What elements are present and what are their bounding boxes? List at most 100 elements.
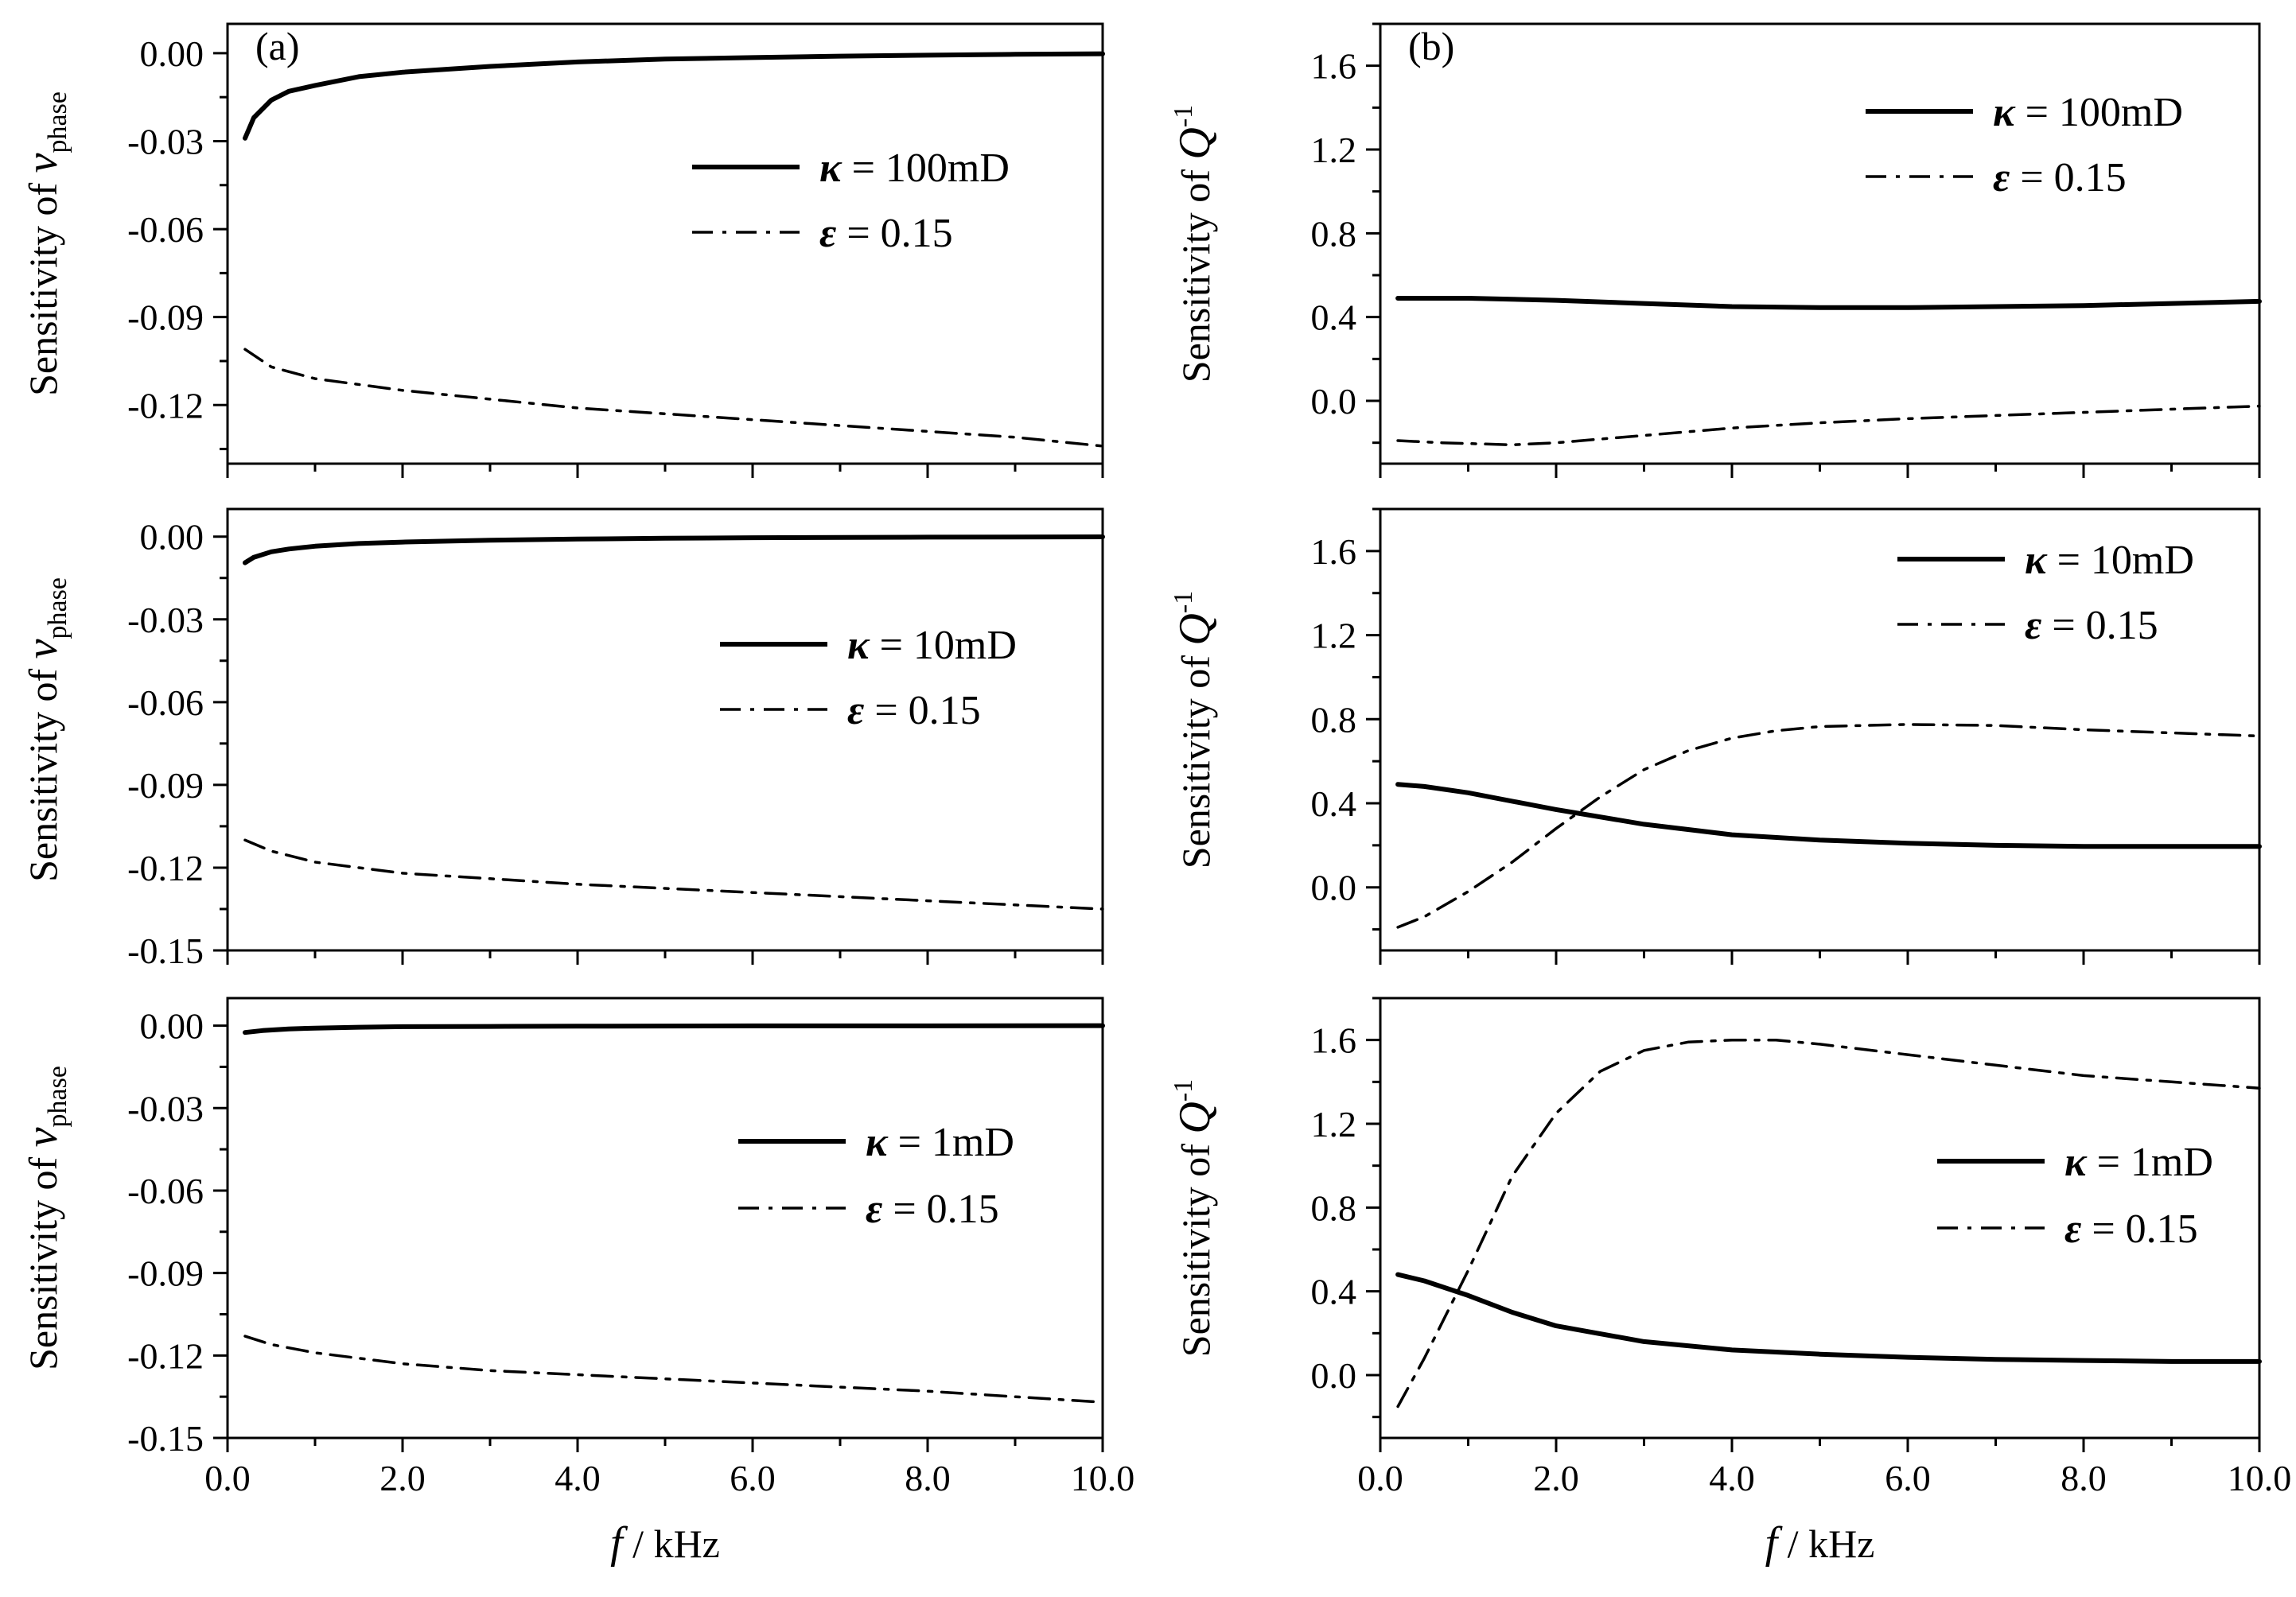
x-tick-label: 6.0	[730, 1458, 776, 1498]
legend-symbol: ε	[866, 1187, 882, 1232]
panel-a-bottom: -0.15 -0.12 -0.09 -0.06 -0.03 0.00 0.0 2.0 4.0 6.…	[18, 997, 1135, 1568]
x-tick-label: 0.0	[204, 1458, 251, 1498]
series-epsilon-line	[1396, 1038, 2261, 1409]
legend-label: ε = 0.15	[2025, 603, 2158, 648]
legend-label: ε = 0.15	[819, 211, 953, 256]
y-axis-title-sup: -1	[1169, 105, 1198, 127]
legend-label: κ = 10mD	[2025, 538, 2194, 583]
x-tick-label: 0.0	[1357, 1458, 1403, 1498]
y-axis-title-var: v	[18, 639, 67, 659]
series-epsilon-line	[243, 838, 1104, 911]
y-axis-title-sub: phase	[43, 1066, 72, 1127]
legend-value: = 1mD	[2087, 1140, 2213, 1185]
y-axis-title-text: Sensitivity of	[1173, 1134, 1218, 1358]
y-axis-title-text: Sensitivity of	[1173, 160, 1218, 383]
y-axis-title-var: Q	[1170, 613, 1220, 645]
y-tick-label: -0.03	[127, 600, 204, 640]
series-kappa-line	[243, 1023, 1105, 1036]
y-tick-label: -0.15	[127, 1418, 204, 1459]
y-axis-title-text: Sensitivity of	[21, 1147, 65, 1370]
y-axis-title: Sensitivity of Q-1	[1169, 1079, 1220, 1357]
x-tick-label: 2.0	[379, 1458, 426, 1498]
plot-frame	[226, 22, 1104, 465]
x-tick-label: 10.0	[1071, 1458, 1135, 1498]
legend-label: ε = 0.15	[847, 688, 981, 733]
y-tick-label: -0.12	[127, 385, 204, 425]
y-axis-title-text: Sensitivity of	[1173, 646, 1218, 869]
y-tick-label: -0.06	[127, 682, 204, 723]
y-axis-title-sub: phase	[43, 91, 72, 153]
panel-label: (a)	[255, 24, 300, 68]
x-tick-label: 4.0	[1709, 1458, 1755, 1498]
series-epsilon-line	[1396, 404, 2261, 447]
legend-label: κ = 10mD	[847, 623, 1017, 668]
y-tick-label: 0.00	[140, 1006, 204, 1047]
x-axis-title: f / kHz	[610, 1518, 720, 1568]
legend-symbol: κ	[819, 146, 843, 191]
legend: κ = 100mD ε = 0.15	[692, 146, 1010, 256]
legend-value: = 1mD	[888, 1120, 1014, 1165]
legend-value: = 0.15	[2081, 1206, 2197, 1252]
x-tick-label: 8.0	[2061, 1458, 2107, 1498]
x-axis-title: f / kHz	[1765, 1518, 1875, 1568]
y-tick-label: 1.2	[1311, 130, 1357, 170]
y-axis-title-text: Sensitivity of	[21, 173, 65, 396]
y-tick-label: 0.00	[140, 517, 204, 558]
y-tick-label: 1.2	[1311, 616, 1357, 656]
y-axis-title-sub: phase	[43, 577, 72, 639]
legend-symbol: ε	[1993, 155, 2010, 200]
y-tick-label: 0.8	[1311, 1187, 1357, 1228]
legend-symbol: ε	[847, 688, 864, 733]
y-tick-label: -0.09	[127, 297, 204, 338]
y-axis-title: Sensitivity of vphase	[18, 91, 72, 396]
series-kappa-line	[243, 534, 1105, 565]
y-tick-label: -0.06	[127, 209, 204, 250]
legend-value: = 0.15	[2041, 603, 2158, 648]
y-tick-label: 0.0	[1311, 381, 1357, 422]
series-kappa-line	[1395, 1272, 2262, 1364]
y-tick-label: -0.03	[127, 121, 204, 161]
y-tick-label: -0.12	[127, 848, 204, 888]
series-kappa-line	[1395, 782, 2262, 849]
y-axis-title-var: Q	[1170, 1102, 1220, 1133]
legend-label: ε = 0.15	[866, 1187, 999, 1232]
legend-value: = 10mD	[2047, 538, 2194, 583]
series-epsilon-line	[1396, 723, 2261, 929]
y-tick-label: 1.6	[1311, 1020, 1357, 1061]
legend-symbol: κ	[2025, 538, 2048, 583]
y-axis-title-text: Sensitivity of	[21, 659, 65, 882]
legend-label: κ = 100mD	[1993, 90, 2183, 135]
x-axis-title-unit: / kHz	[623, 1521, 720, 1566]
y-tick-label: -0.09	[127, 1253, 204, 1294]
y-tick-label: -0.12	[127, 1335, 204, 1376]
legend-symbol: κ	[866, 1120, 889, 1165]
legend-label: κ = 1mD	[866, 1120, 1014, 1165]
y-axis-title: Sensitivity of vphase	[18, 577, 72, 882]
legend-symbol: ε	[2025, 603, 2041, 648]
y-tick-label: 0.0	[1311, 868, 1357, 908]
x-tick-label: 10.0	[2228, 1458, 2292, 1498]
legend-value: = 0.15	[864, 688, 980, 733]
legend-value: = 10mD	[870, 623, 1017, 668]
panel-b-bottom: 0.0 0.4 0.8 1.2 1.6 0.0 2.0 4.0 6.0 8.0 10.0 κ = 1m…	[1169, 997, 2292, 1568]
legend-symbol: ε	[819, 211, 836, 256]
y-axis-title-var: v	[18, 1127, 67, 1147]
y-tick-label: 0.4	[1311, 1272, 1357, 1312]
legend-label: κ = 100mD	[819, 146, 1010, 191]
y-tick-label: -0.09	[127, 765, 204, 806]
x-tick-label: 2.0	[1533, 1458, 1579, 1498]
y-axis-title: Sensitivity of Q-1	[1169, 591, 1220, 868]
legend-label: ε = 0.15	[2064, 1206, 2198, 1252]
legend: κ = 100mD ε = 0.15	[1866, 90, 2183, 200]
legend-value: = 100mD	[2015, 90, 2183, 135]
legend-label: ε = 0.15	[1993, 155, 2127, 200]
series-kappa-line	[1395, 296, 2262, 310]
y-tick-label: 0.4	[1311, 297, 1357, 338]
y-tick-label: 0.0	[1311, 1355, 1357, 1396]
y-tick-label: 1.2	[1311, 1104, 1357, 1144]
